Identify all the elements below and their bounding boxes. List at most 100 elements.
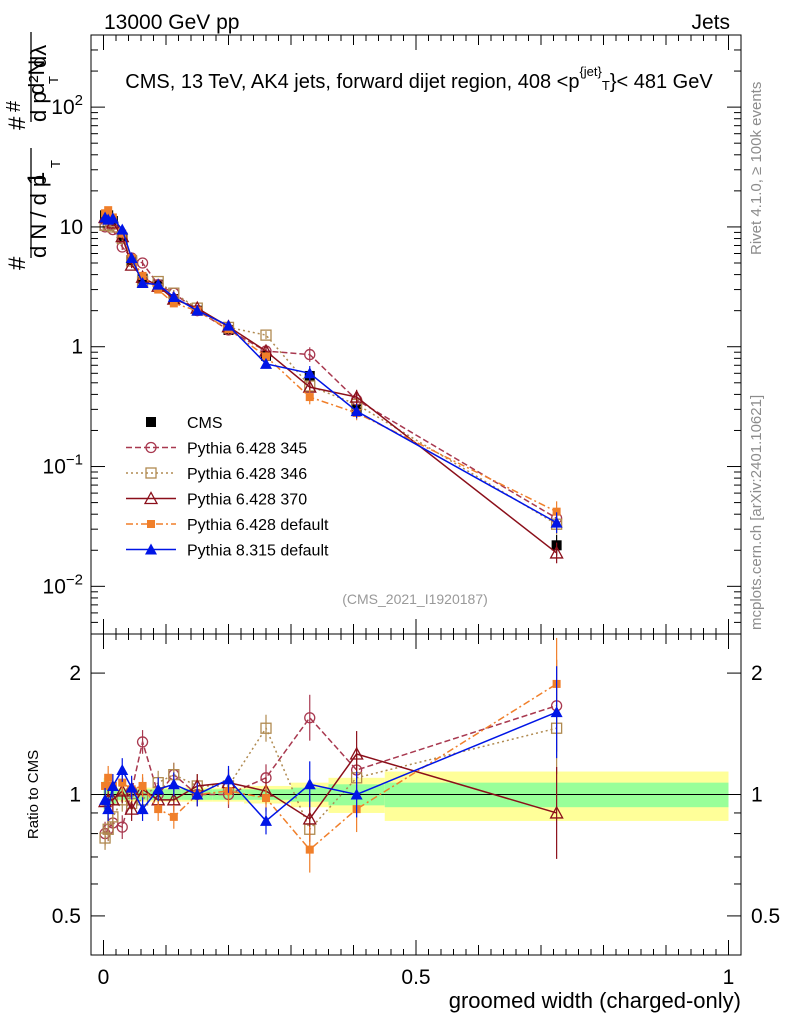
main-y-tick-label: 10−1 [43,452,83,479]
ratio-series-point [303,778,316,790]
y-label-t-sub-2: T [46,76,61,84]
legend-marker [145,543,157,555]
rivet-label: Rivet 4.1.0, ≥ 100k events [748,82,765,255]
ratio-series-point [124,801,139,815]
x-axis-label: groomed width (charged-only) [449,988,741,1013]
ratio-x-tick-label: 0 [98,966,110,989]
y-label-hash-left: # [4,256,31,270]
ratio-series-point [349,746,364,760]
main-series-point [260,329,272,341]
ratio-series-point [191,788,204,800]
main-series-line-4 [104,208,557,513]
ratio-y-tick-label-left: 2 [69,662,81,685]
ratio-series-point [169,812,178,821]
main-series-line-3 [105,216,558,554]
ratio-series-point [154,805,163,814]
main-series-point [222,319,235,331]
main-series-point [349,389,364,403]
main-series-point [304,348,316,361]
ratio-series-point [99,832,111,844]
legend: CMS Pythia 6.428 345 Pythia 6.428 346 Pythi… [126,415,329,560]
main-series-point [303,367,316,379]
ratio-series-line-3 [104,683,558,851]
analysis-id: (CMS_2021_I1920187) [342,591,488,607]
ratio-series-point [118,778,127,787]
main-y-tick-label: 10−2 [43,571,83,598]
ratio-series-point [260,814,272,826]
ratio-series-line-1 [104,726,557,839]
ratio-series-point [304,712,316,724]
category-label: Jets [691,11,730,34]
main-series-line-5 [104,216,557,524]
legend-label: Pythia 6.428 default [187,517,329,534]
ratio-series-point [549,805,564,819]
y-label-dn-dpt: d N / d p [26,175,51,258]
ratio-series-point [167,778,180,790]
y-label-d2n: d²N [24,60,49,95]
legend-entry: Pythia 6.428 default [126,517,329,534]
legend-entry: Pythia 6.428 345 [126,441,307,458]
energy-label: 13000 GeV pp [104,11,239,34]
main-series-point [104,206,113,215]
legend-marker [145,441,157,454]
main-series-point [552,507,561,516]
ratio-series-point [166,792,181,806]
ratio-series-point [305,845,314,854]
ratio-series-point [104,773,113,782]
main-series-point [136,277,149,289]
y-label-one: 1 [23,172,50,185]
ratio-y-axis-label: Ratio to CMS [25,750,42,839]
ratio-series-line-2 [104,753,557,820]
ratio-series-point [115,783,130,797]
mcplots-label: mcplots.cern.ch [arXiv:2401.10621] [748,395,765,630]
ratio-series-line-0 [104,705,557,835]
legend-marker [147,520,155,528]
main-series-point [152,278,165,290]
legend-entry: Pythia 8.315 default [126,543,329,560]
ratio-series-point [102,803,115,815]
main-series-point [550,516,563,528]
ratio-x-tick-label: 1 [723,966,735,989]
main-series-point [138,271,147,280]
legend-label: Pythia 6.428 346 [187,466,307,483]
ratio-y-tick-label-right: 0.5 [751,905,780,928]
ratio-y-tick-label-right: 2 [751,662,763,685]
ratio-series-point [102,823,114,835]
legend-entry: Pythia 6.428 346 [126,466,307,483]
main-series-point [549,545,564,559]
ratio-series-point [260,722,272,734]
main-series-point [350,405,363,417]
ratio-series-point [350,788,363,800]
main-series-point [125,252,138,264]
main-series-line-1 [104,224,558,519]
ratio-series-point [262,794,270,803]
main-y-tick-label: 1 [71,336,83,359]
ratio-y-tick-label-right: 1 [751,784,763,807]
y-label-dpt-dl: d p [26,91,51,122]
ratio-series-point [101,781,110,790]
legend-label: Pythia 6.428 345 [187,441,307,458]
legend-marker [146,417,156,427]
ratio-series-point [116,764,129,776]
y-label-t-sub: T [48,160,63,168]
ratio-series-point [136,803,149,815]
main-series-line-2 [105,224,558,525]
main-series-point [191,304,204,316]
legend-entry: CMS [146,415,223,432]
legend-marker [143,491,159,505]
main-series-point [116,223,129,235]
ratio-series-point [136,736,149,748]
ratio-series-point [152,783,165,795]
ratio-y-tick-label-left: 0.5 [52,905,81,928]
y-label-hash-top: # [3,100,25,112]
main-series-point [106,212,119,224]
legend-label: Pythia 6.428 370 [187,492,307,509]
legend-label: CMS [187,415,223,432]
ratio-x-tick-label: 0.5 [401,966,430,989]
ratio-panel: 0 0.5 1 0.5 0.5 1 1 2 2 groomed width (charged-on… [25,633,780,1013]
ratio-series-point [222,773,235,785]
main-y-tick-label: 10 [60,216,83,239]
main-series-point [167,291,180,303]
